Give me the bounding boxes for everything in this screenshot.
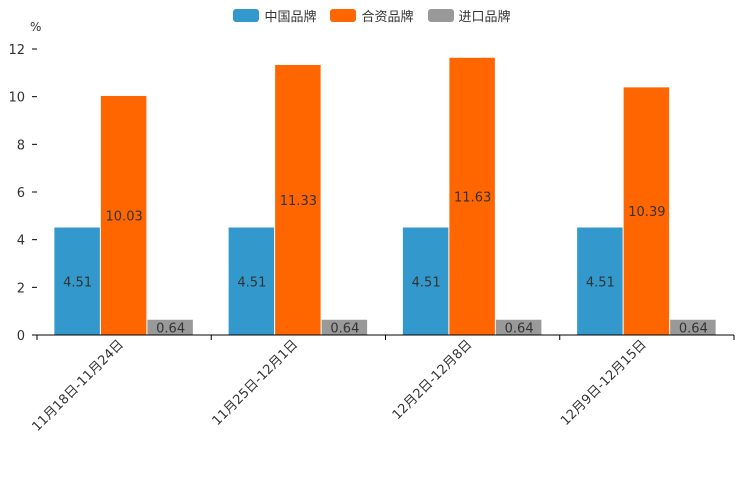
data-label-s0-c3: 4.51 xyxy=(586,275,615,290)
bar-s1-c1 xyxy=(275,64,321,336)
x-tick-label-2: 12月2日-12月8日 xyxy=(390,337,476,423)
legend-swatch-china xyxy=(233,9,260,22)
x-tick-label-0: 11月18日-11月24日 xyxy=(29,337,126,434)
data-label-s0-c2: 4.51 xyxy=(412,275,441,290)
data-label-s2-c0: 0.64 xyxy=(156,321,185,336)
legend-label-joint: 合资品牌 xyxy=(361,10,414,25)
y-axis-unit: % xyxy=(30,20,42,34)
data-label-s0-c1: 4.51 xyxy=(237,275,266,290)
data-label-s1-c2: 11.63 xyxy=(454,190,491,205)
bar-s2-c0 xyxy=(147,319,193,335)
legend-label-china: 中国品牌 xyxy=(264,10,317,25)
y-tick-label-6: 12 xyxy=(8,43,25,58)
x-tick-label-3: 12月9日-12月15日 xyxy=(558,337,650,429)
bar-s1-c2 xyxy=(449,57,495,336)
data-label-s0-c0: 4.51 xyxy=(63,275,92,290)
legend-swatch-joint xyxy=(330,9,357,22)
y-tick-label-1: 2 xyxy=(17,281,25,296)
data-label-s2-c2: 0.64 xyxy=(505,321,534,336)
bar-s0-c3 xyxy=(577,227,623,335)
y-tick-label-3: 6 xyxy=(17,186,25,201)
legend-label-import: 进口品牌 xyxy=(458,10,511,25)
data-label-s1-c0: 10.03 xyxy=(106,209,143,224)
y-tick-label-4: 8 xyxy=(17,138,25,153)
data-label-s2-c1: 0.64 xyxy=(330,321,359,336)
bar-s0-c2 xyxy=(402,227,449,335)
y-tick-label-0: 0 xyxy=(17,329,25,344)
data-label-s1-c1: 11.33 xyxy=(280,194,317,209)
bar-s2-c3 xyxy=(670,319,716,335)
legend-item-import[interactable]: 进口品牌 xyxy=(427,6,511,25)
bar-s1-c3 xyxy=(623,87,670,335)
y-tick-label-5: 10 xyxy=(8,91,25,106)
legend-item-joint[interactable]: 合资品牌 xyxy=(330,6,414,25)
bar-s2-c2 xyxy=(495,319,542,335)
legend: 中国品牌 合资品牌 进口品牌 xyxy=(0,6,744,25)
data-label-s1-c3: 10.39 xyxy=(628,205,665,220)
bar-s0-c0 xyxy=(54,227,100,335)
bar-s2-c1 xyxy=(321,319,368,335)
y-tick-label-2: 4 xyxy=(17,234,25,249)
x-tick-label-1: 11月25日-12月1日 xyxy=(210,337,302,429)
bar-s1-c0 xyxy=(100,95,147,336)
legend-item-china[interactable]: 中国品牌 xyxy=(233,6,316,25)
data-label-s2-c3: 0.64 xyxy=(679,321,708,336)
legend-swatch-import xyxy=(427,9,454,22)
bar-s0-c1 xyxy=(228,227,275,335)
